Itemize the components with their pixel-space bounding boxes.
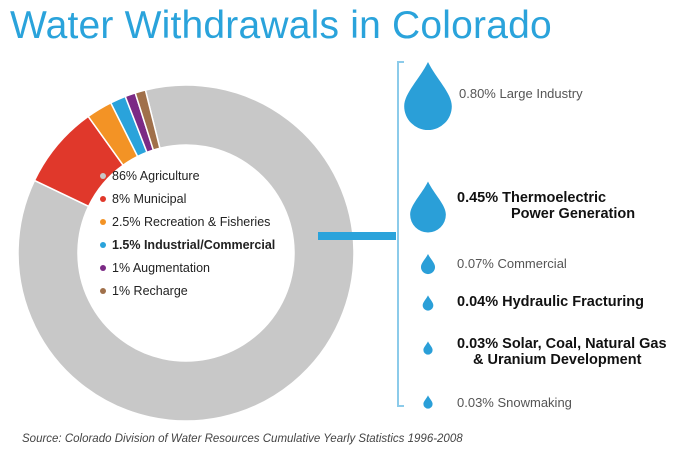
- legend-label: 1% Recharge: [112, 284, 188, 298]
- legend-item-0: 86% Agriculture: [100, 169, 200, 183]
- breakdown-label: 0.45% Thermoelectric: [457, 190, 607, 206]
- breakdown-item-5: 0.03% Snowmaking: [457, 395, 572, 410]
- legend-label: 1.5% Industrial/Commercial: [112, 238, 276, 252]
- breakdown-item-3: 0.04% Hydraulic Fracturing: [457, 294, 644, 310]
- legend-marker: [100, 195, 106, 202]
- legend-item-4: 1% Augmentation: [100, 261, 210, 275]
- water-drop-icon: [410, 181, 446, 233]
- breakdown-connector: [318, 61, 404, 407]
- breakdown-label: 0.80% Large Industry: [459, 86, 583, 101]
- legend-marker: [100, 172, 106, 179]
- legend-label: 8% Municipal: [112, 192, 187, 206]
- legend-marker: [100, 241, 106, 248]
- breakdown-item-2: 0.07% Commercial: [457, 256, 567, 271]
- breakdown-label: 0.04% Hydraulic Fracturing: [457, 294, 644, 310]
- legend-label: 2.5% Recreation & Fisheries: [112, 215, 271, 229]
- water-drop-icon: [404, 62, 452, 131]
- legend-marker: [100, 264, 106, 271]
- breakdown-label: 0.03% Snowmaking: [457, 395, 572, 410]
- breakdown-label-line2: & Uranium Development: [473, 352, 642, 368]
- legend-item-5: 1% Recharge: [100, 284, 188, 298]
- legend-item-3: 1.5% Industrial/Commercial: [100, 238, 275, 252]
- legend-marker: [100, 287, 106, 294]
- breakdown-item-1: 0.45% Thermoelectric Power Generation: [457, 190, 635, 222]
- pie-slice-5: [134, 89, 161, 151]
- bracket-line: [397, 61, 404, 407]
- legend-item-2: 2.5% Recreation & Fisheries: [100, 215, 270, 229]
- chart-title: Water Withdrawals in Colorado: [10, 4, 552, 47]
- connector-bar: [318, 232, 396, 240]
- water-drop-icon: [420, 253, 436, 275]
- legend-marker: [100, 218, 106, 225]
- legend-item-1: 8% Municipal: [100, 192, 186, 206]
- breakdown-label: 0.07% Commercial: [457, 256, 567, 271]
- breakdown-drops: [404, 62, 452, 409]
- water-drop-icon: [422, 295, 434, 311]
- legend-label: 86% Agriculture: [112, 169, 200, 183]
- legend-label: 1% Augmentation: [112, 261, 210, 275]
- pie-slice-0: [17, 84, 355, 422]
- source-note: Source: Colorado Division of Water Resou…: [22, 433, 463, 445]
- water-drop-icon: [423, 341, 433, 355]
- donut-chart: [17, 84, 355, 422]
- breakdown-label-line2: Power Generation: [511, 206, 636, 222]
- breakdown-item-4: 0.03% Solar, Coal, Natural Gas & Uranium …: [457, 336, 667, 368]
- breakdown-item-0: 0.80% Large Industry: [459, 86, 583, 101]
- breakdown-label: 0.03% Solar, Coal, Natural Gas: [457, 336, 667, 352]
- water-drop-icon: [423, 395, 433, 409]
